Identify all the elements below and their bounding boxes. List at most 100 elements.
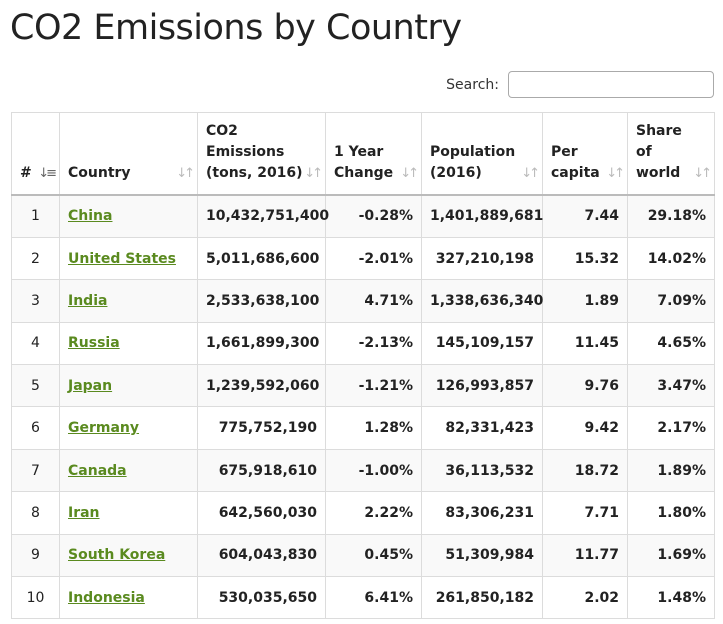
rank-cell: 4: [11, 321, 60, 366]
column-header-share[interactable]: Share of world ↓↑: [627, 112, 715, 196]
country-link[interactable]: Japan: [68, 377, 113, 394]
column-header-country[interactable]: Country ↓↑: [59, 112, 198, 196]
page-title: CO2 Emissions by Country: [10, 8, 462, 48]
population-cell: 82,331,423: [421, 406, 543, 450]
population-cell: 126,993,857: [421, 364, 543, 408]
column-header-change[interactable]: 1 Year Change ↓↑: [325, 112, 422, 196]
column-header-label: Country: [68, 165, 131, 181]
population-cell: 51,309,984: [421, 533, 543, 578]
table-row: 8 Iran 642,560,030 2.22% 83,306,231 7.71…: [11, 491, 715, 535]
column-header-label: CO2 Emissions (tons, 2016): [206, 123, 303, 181]
column-header-per-capita[interactable]: Per capita ↓↑: [542, 112, 628, 196]
change-cell: -1.00%: [325, 448, 422, 493]
column-header-population[interactable]: Population (2016) ↓↑: [421, 112, 543, 196]
country-link[interactable]: Iran: [68, 504, 100, 521]
column-header-emissions[interactable]: CO2 Emissions (tons, 2016) ↓↑: [197, 112, 326, 196]
rank-cell: 6: [11, 406, 60, 450]
rank-cell: 1: [11, 194, 60, 238]
per-capita-cell: 7.44: [542, 194, 628, 238]
emissions-cell: 775,752,190: [197, 406, 326, 450]
emissions-cell: 2,533,638,100: [197, 279, 326, 323]
country-link[interactable]: India: [68, 292, 108, 309]
per-capita-cell: 1.89: [542, 279, 628, 323]
per-capita-cell: 18.72: [542, 448, 628, 493]
share-cell: 4.65%: [627, 321, 715, 366]
search-input[interactable]: [508, 71, 714, 98]
emissions-cell: 5,011,686,600: [197, 236, 326, 281]
change-cell: -1.21%: [325, 364, 422, 408]
column-header-rank[interactable]: # ↓≡: [11, 112, 60, 196]
change-cell: 6.41%: [325, 576, 422, 620]
emissions-cell: 1,239,592,060: [197, 364, 326, 408]
rank-cell: 3: [11, 279, 60, 323]
table-header-row: # ↓≡ Country ↓↑ CO2 Emissions (tons, 201…: [11, 112, 715, 196]
per-capita-cell: 15.32: [542, 236, 628, 281]
sort-icon[interactable]: ↓↑: [400, 166, 419, 181]
sort-icon[interactable]: ↓↑: [521, 166, 540, 181]
emissions-cell: 10,432,751,400: [197, 194, 329, 238]
country-cell: Russia: [59, 321, 198, 366]
country-link[interactable]: Canada: [68, 462, 127, 479]
population-cell: 36,113,532: [421, 448, 543, 493]
population-cell: 327,210,198: [421, 236, 543, 281]
share-cell: 3.47%: [627, 364, 715, 408]
country-link[interactable]: United States: [68, 250, 176, 267]
table-row: 9 South Korea 604,043,830 0.45% 51,309,9…: [11, 533, 715, 578]
per-capita-cell: 11.45: [542, 321, 628, 366]
share-cell: 2.17%: [627, 406, 715, 450]
rank-cell: 10: [11, 576, 60, 620]
table-row: 10 Indonesia 530,035,650 6.41% 261,850,1…: [11, 576, 715, 620]
emissions-cell: 642,560,030: [197, 491, 326, 535]
change-cell: 0.45%: [325, 533, 422, 578]
country-cell: Iran: [59, 491, 198, 535]
country-cell: China: [59, 194, 198, 238]
sort-icon[interactable]: ↓↑: [176, 166, 195, 181]
population-cell: 261,850,182: [421, 576, 543, 620]
column-header-label: #: [20, 165, 32, 181]
per-capita-cell: 9.42: [542, 406, 628, 450]
population-cell: 1,401,889,681: [421, 194, 543, 238]
per-capita-cell: 11.77: [542, 533, 628, 578]
sort-icon[interactable]: ↓↑: [304, 166, 323, 181]
search-bar: Search:: [446, 71, 714, 98]
column-header-label: Per capita: [551, 144, 600, 181]
emissions-cell: 604,043,830: [197, 533, 326, 578]
country-link[interactable]: Indonesia: [68, 589, 145, 606]
rank-cell: 7: [11, 448, 60, 493]
per-capita-cell: 9.76: [542, 364, 628, 408]
country-link[interactable]: South Korea: [68, 547, 166, 564]
column-header-label: Share of world: [636, 123, 682, 181]
rank-cell: 8: [11, 491, 60, 535]
emissions-table: # ↓≡ Country ↓↑ CO2 Emissions (tons, 201…: [11, 112, 715, 620]
share-cell: 7.09%: [627, 279, 715, 323]
table-row: 2 United States 5,011,686,600 -2.01% 327…: [11, 236, 715, 281]
country-link[interactable]: Russia: [68, 335, 120, 352]
rank-cell: 2: [11, 236, 60, 281]
table-row: 4 Russia 1,661,899,300 -2.13% 145,109,15…: [11, 321, 715, 366]
country-cell: South Korea: [59, 533, 198, 578]
sort-icon[interactable]: ↓↑: [693, 166, 712, 181]
country-cell: Indonesia: [59, 576, 198, 620]
rank-cell: 9: [11, 533, 60, 578]
sort-descending-icon[interactable]: ↓≡: [38, 166, 57, 181]
country-link[interactable]: China: [68, 208, 113, 225]
per-capita-cell: 2.02: [542, 576, 628, 620]
country-link[interactable]: Germany: [68, 420, 140, 437]
population-cell: 145,109,157: [421, 321, 543, 366]
change-cell: 4.71%: [325, 279, 422, 323]
change-cell: -0.28%: [325, 194, 422, 238]
change-cell: 2.22%: [325, 491, 422, 535]
share-cell: 1.89%: [627, 448, 715, 493]
table-row: 5 Japan 1,239,592,060 -1.21% 126,993,857…: [11, 364, 715, 408]
share-cell: 1.48%: [627, 576, 715, 620]
share-cell: 1.69%: [627, 533, 715, 578]
rank-cell: 5: [11, 364, 60, 408]
share-cell: 1.80%: [627, 491, 715, 535]
emissions-cell: 675,918,610: [197, 448, 326, 493]
table-row: 7 Canada 675,918,610 -1.00% 36,113,532 1…: [11, 448, 715, 493]
sort-icon[interactable]: ↓↑: [606, 166, 625, 181]
country-cell: Canada: [59, 448, 198, 493]
change-cell: -2.13%: [325, 321, 422, 366]
emissions-cell: 1,661,899,300: [197, 321, 326, 366]
column-header-label: 1 Year Change: [334, 144, 394, 181]
